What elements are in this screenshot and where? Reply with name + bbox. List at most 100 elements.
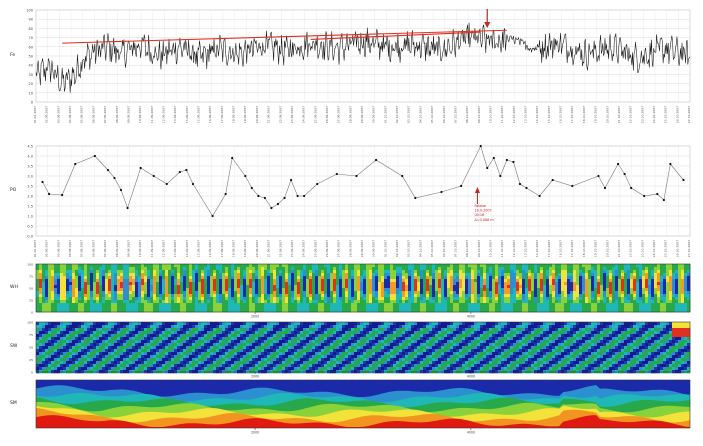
heatmap-cell <box>87 279 90 282</box>
heatmap-cell <box>633 300 636 303</box>
heatmap-cell <box>510 264 513 267</box>
heatmap-cell <box>456 282 459 285</box>
heatmap-cell <box>678 297 681 300</box>
heatmap-cell <box>57 325 60 328</box>
heatmap-cell <box>498 273 501 276</box>
heatmap-cell <box>66 328 69 331</box>
heatmap-cell <box>51 325 54 328</box>
annotation-text: 00:16 <box>474 213 484 217</box>
heatmap-cell <box>357 325 360 328</box>
heatmap-cell <box>291 328 294 331</box>
heatmap-cell <box>189 267 192 270</box>
heatmap-cell <box>429 279 432 282</box>
heatmap-cell <box>672 288 675 291</box>
heatmap-cell <box>546 300 549 303</box>
x-tick-label: 15.10.2007 <box>547 106 551 123</box>
heatmap-cell <box>354 303 357 306</box>
heatmap-cell <box>39 297 42 300</box>
heatmap-cell <box>249 306 252 309</box>
heatmap-cell <box>330 297 333 300</box>
heatmap-cell <box>522 334 525 337</box>
heatmap-cell <box>51 294 54 297</box>
heatmap-cell <box>183 306 186 309</box>
heatmap-cell <box>99 291 102 294</box>
heatmap-cell <box>345 325 348 328</box>
heatmap-cell <box>90 276 93 279</box>
heatmap-cell <box>672 264 675 267</box>
heatmap-cell <box>381 264 384 267</box>
heatmap-cell <box>360 325 363 328</box>
heatmap-cell <box>465 288 468 291</box>
heatmap-cell <box>60 294 63 297</box>
y-axis-label: Fe <box>10 52 15 58</box>
heatmap-cell <box>249 282 252 285</box>
x-tick-label: 09.10.2007 <box>477 240 481 257</box>
heatmap-cell <box>318 273 321 276</box>
heatmap-cell <box>621 276 624 279</box>
heatmap-cell <box>615 282 618 285</box>
heatmap-cell <box>594 303 597 306</box>
heatmap-cell <box>609 267 612 270</box>
heatmap-cell <box>555 303 558 306</box>
heatmap-cell <box>318 285 321 288</box>
x-tick-label: 13.09.2007 <box>173 240 177 257</box>
heatmap-cell <box>657 322 660 325</box>
heatmap-cell <box>225 306 228 309</box>
heatmap-cell <box>333 291 336 294</box>
heatmap-cell <box>669 279 672 282</box>
heatmap-cell <box>549 267 552 270</box>
heatmap-cell <box>399 267 402 270</box>
heatmap-cell <box>393 285 396 288</box>
heatmap-cell <box>270 279 273 282</box>
heatmap-cell <box>366 279 369 282</box>
heatmap-cell <box>426 303 429 306</box>
heatmap-cell <box>642 325 645 328</box>
heatmap-cell <box>156 300 159 303</box>
heatmap-cell <box>399 300 402 303</box>
heatmap-cell <box>132 294 135 297</box>
heatmap-cell <box>621 328 624 331</box>
heatmap-cell <box>111 267 114 270</box>
heatmap-cell <box>561 282 564 285</box>
heatmap-cell <box>255 306 258 309</box>
heatmap-cell <box>234 303 237 306</box>
heatmap-cell <box>39 264 42 267</box>
po-data-point <box>48 193 50 195</box>
heatmap-cell <box>141 334 144 337</box>
heatmap-cell <box>117 325 120 328</box>
heatmap-cell <box>546 270 549 273</box>
heatmap-cell <box>660 300 663 303</box>
heatmap-cell <box>498 264 501 267</box>
heatmap-cell <box>225 264 228 267</box>
heatmap-cell <box>591 279 594 282</box>
heatmap-cell <box>141 297 144 300</box>
heatmap-cell <box>357 303 360 306</box>
heatmap-cell <box>90 334 93 337</box>
heatmap-cell <box>681 300 684 303</box>
heatmap-cell <box>534 294 537 297</box>
heatmap-cell <box>366 285 369 288</box>
heatmap-cell <box>270 276 273 279</box>
heatmap-cell <box>438 325 441 328</box>
heatmap-cell <box>285 297 288 300</box>
heatmap-cell <box>129 328 132 331</box>
heatmap-cell <box>618 273 621 276</box>
heatmap-cell <box>414 279 417 282</box>
heatmap-cell <box>180 276 183 279</box>
heatmap-cell <box>528 322 531 325</box>
heatmap-cell <box>486 334 489 337</box>
heatmap-cell <box>390 264 393 267</box>
heatmap-cell <box>465 331 468 334</box>
heatmap-cell <box>594 331 597 334</box>
heatmap-cell <box>516 325 519 328</box>
heatmap-cell <box>180 331 183 334</box>
heatmap-cell <box>285 328 288 331</box>
heatmap-cell <box>114 276 117 279</box>
heatmap-cell <box>501 322 504 325</box>
heatmap-cell <box>366 300 369 303</box>
po-data-point <box>251 187 253 189</box>
heatmap-cell <box>408 291 411 294</box>
heatmap-cell <box>549 328 552 331</box>
x-tick-label: 27.10.2007 <box>687 106 691 123</box>
heatmap-cell <box>384 322 387 325</box>
